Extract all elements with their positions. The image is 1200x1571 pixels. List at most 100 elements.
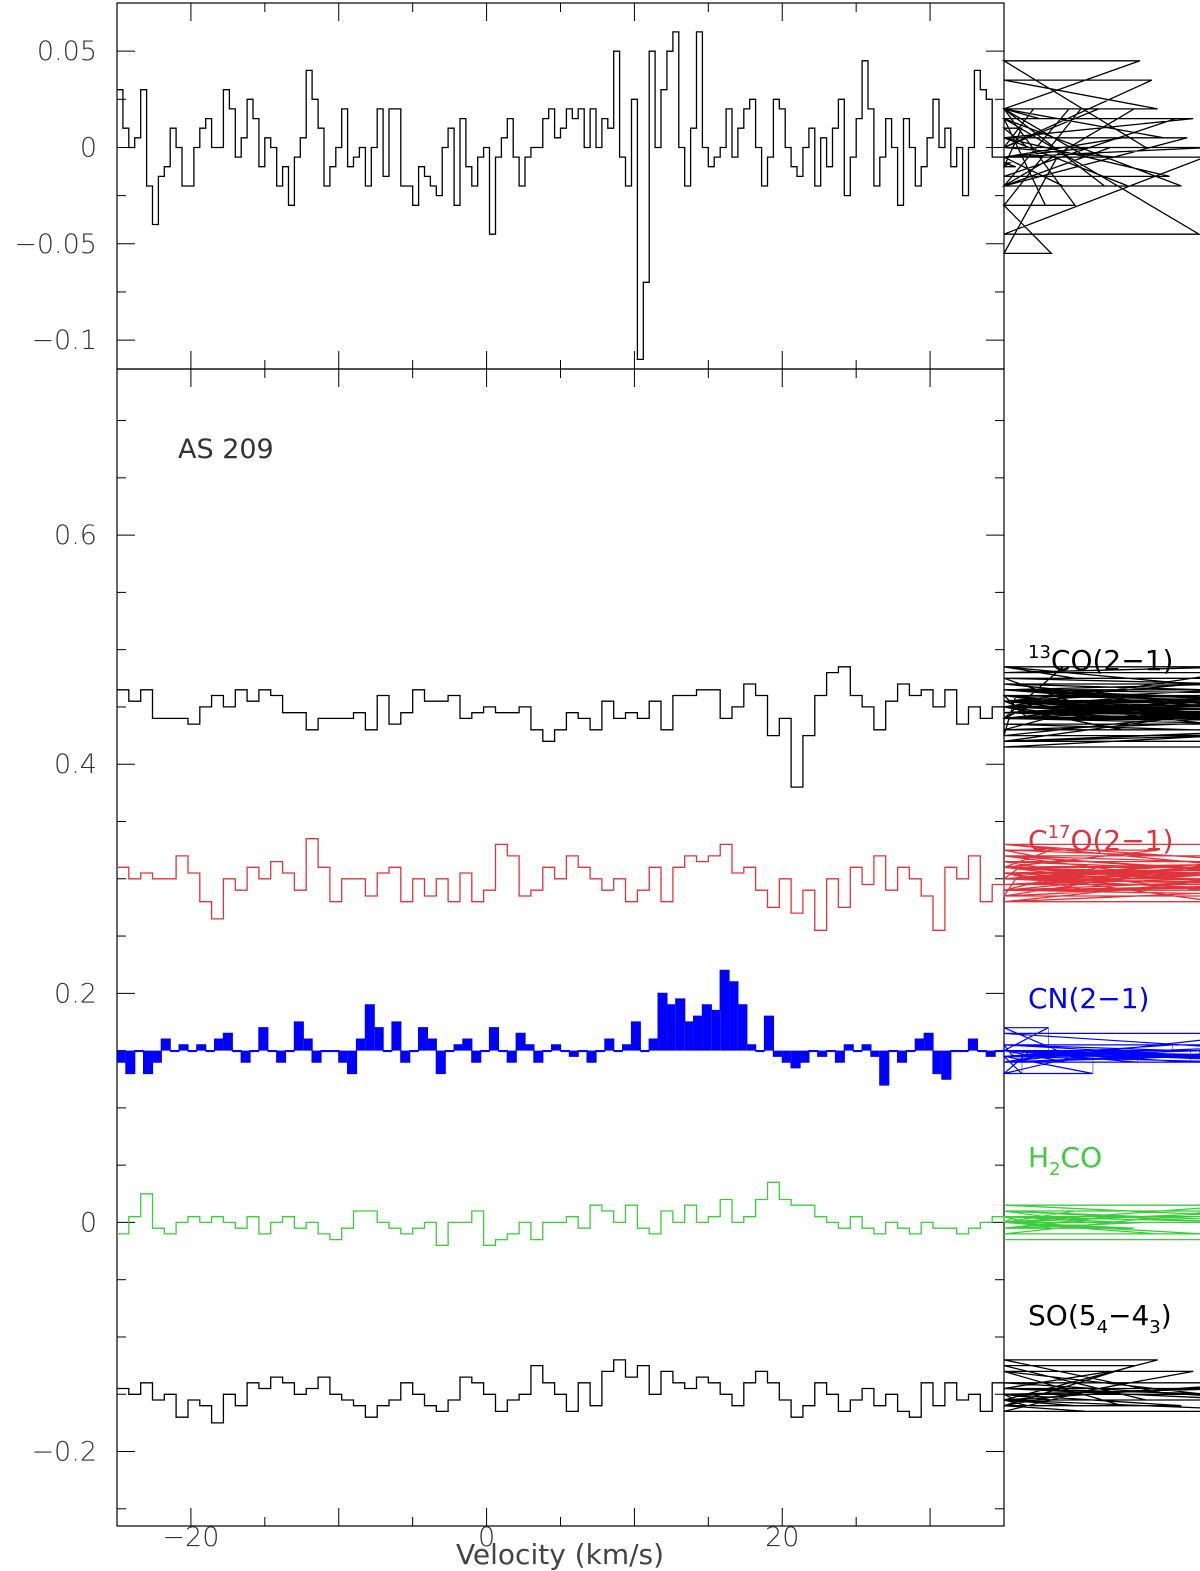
- cn-bar: [746, 1044, 756, 1051]
- cn-bar: [773, 1050, 783, 1057]
- cn-bar: [294, 1021, 304, 1051]
- cn-bar: [223, 1033, 233, 1051]
- cn-bar: [134, 1050, 144, 1053]
- x-axis-title: Velocity (km/s): [456, 1538, 664, 1571]
- cn-bar: [187, 1050, 197, 1053]
- line-label-3: H2CO: [1028, 1141, 1102, 1180]
- cn-bar: [720, 970, 730, 1051]
- cn-bar: [711, 1010, 721, 1051]
- cn-bar: [933, 1050, 942, 1074]
- label-part: ): [1161, 1299, 1172, 1332]
- label-part: −4: [1108, 1299, 1149, 1332]
- cn-bar: [995, 1050, 1004, 1053]
- cn-bar: [693, 1016, 703, 1051]
- cn-bar: [658, 993, 667, 1051]
- cn-bar: [631, 1021, 641, 1051]
- y-tick-label: 0.4: [54, 749, 97, 780]
- cn-bar: [179, 1044, 188, 1051]
- cn-bar: [1012, 1050, 1014, 1057]
- cn-bar: [418, 1027, 428, 1051]
- cn-bar: [143, 1050, 153, 1074]
- cn-bar: [799, 1050, 809, 1063]
- cn-bar: [329, 1050, 339, 1053]
- spectrum-line-0: [117, 666, 1200, 788]
- cn-bar: [356, 1039, 366, 1051]
- cn-bar: [941, 1050, 951, 1080]
- cn-bar: [649, 1039, 659, 1051]
- cn-bar: [533, 1050, 543, 1063]
- cn-bar: [409, 1050, 419, 1053]
- cn-bar: [303, 1039, 313, 1051]
- label-part: 13: [1028, 642, 1051, 663]
- cn-bar: [888, 1050, 898, 1053]
- cn-bar: [604, 1039, 614, 1051]
- cn-bar: [862, 1044, 871, 1051]
- x-tick-label: −20: [162, 1522, 219, 1553]
- cn-spectrum-line: [117, 969, 1200, 1086]
- spectrum-line-4: [117, 1359, 1200, 1424]
- cn-bar: [427, 1039, 437, 1051]
- cn-bar: [906, 1050, 916, 1053]
- plot-frame: [116, 2, 1005, 370]
- label-part: H: [1028, 1141, 1049, 1174]
- cn-bar: [516, 1033, 526, 1051]
- label-part: SO(5: [1028, 1299, 1097, 1332]
- cn-bar: [959, 1050, 969, 1053]
- cn-bar: [1172, 1044, 1174, 1051]
- cn-bar: [196, 1044, 206, 1051]
- cn-bar: [853, 1050, 863, 1053]
- cn-bar: [471, 1050, 481, 1063]
- residual-panel: −0.1 −0.05 0 0.05: [14, 2, 1200, 370]
- label-part: 2: [1049, 1159, 1060, 1180]
- cn-bar: [161, 1039, 171, 1051]
- cn-bar: [232, 1050, 242, 1053]
- cn-bar: [507, 1050, 517, 1063]
- label-part: 17: [1048, 822, 1071, 843]
- cn-bar: [587, 1050, 596, 1063]
- cn-bar: [267, 1050, 277, 1053]
- line-label-4: SO(54−43): [1028, 1299, 1172, 1338]
- cn-bar: [391, 1021, 401, 1051]
- label-part: 4: [1097, 1317, 1108, 1338]
- cn-bar: [569, 1050, 579, 1057]
- cn-bar: [258, 1027, 268, 1051]
- cn-bar: [622, 1044, 632, 1051]
- cn-bar: [968, 1039, 978, 1051]
- cn-bar: [578, 1050, 588, 1053]
- source-label: AS 209: [178, 434, 274, 465]
- cn-bar: [560, 1050, 570, 1053]
- cn-bar: [436, 1050, 446, 1074]
- cn-bar: [977, 1050, 987, 1053]
- cn-bar: [924, 1033, 934, 1051]
- cn-bar: [542, 1050, 552, 1053]
- label-part: CO(2−1): [1051, 644, 1174, 677]
- cn-bar: [595, 1050, 605, 1053]
- cn-bar: [383, 1050, 392, 1053]
- cn-bar: [640, 1050, 650, 1053]
- y-tick-label: 0.6: [54, 520, 97, 551]
- y-tick-label: 0.05: [37, 36, 97, 67]
- cn-bar: [205, 1050, 215, 1053]
- label-part: 3: [1149, 1317, 1160, 1338]
- line-label-1: C17O(2−1): [1028, 822, 1173, 857]
- residual-spectrum-line: [117, 31, 1200, 361]
- cn-bar: [312, 1050, 322, 1063]
- label-part: C: [1028, 824, 1048, 857]
- cn-bar: [489, 1027, 499, 1051]
- cn-bar: [462, 1039, 472, 1051]
- label-part: O(2−1): [1070, 824, 1173, 857]
- cn-bar: [152, 1050, 162, 1063]
- label-part: CO: [1061, 1141, 1103, 1174]
- cn-bar: [498, 1050, 508, 1053]
- cn-bar: [879, 1050, 889, 1085]
- cn-bar: [870, 1050, 880, 1057]
- x-tick-label: 20: [765, 1522, 799, 1553]
- cn-bar: [844, 1044, 854, 1051]
- cn-bar: [551, 1044, 561, 1051]
- cn-bar: [445, 1050, 455, 1053]
- cn-bar: [321, 1050, 330, 1053]
- y-tick-label: −0.05: [14, 229, 97, 260]
- cn-bar: [374, 1027, 384, 1051]
- line-label-0: 13CO(2−1): [1028, 642, 1173, 677]
